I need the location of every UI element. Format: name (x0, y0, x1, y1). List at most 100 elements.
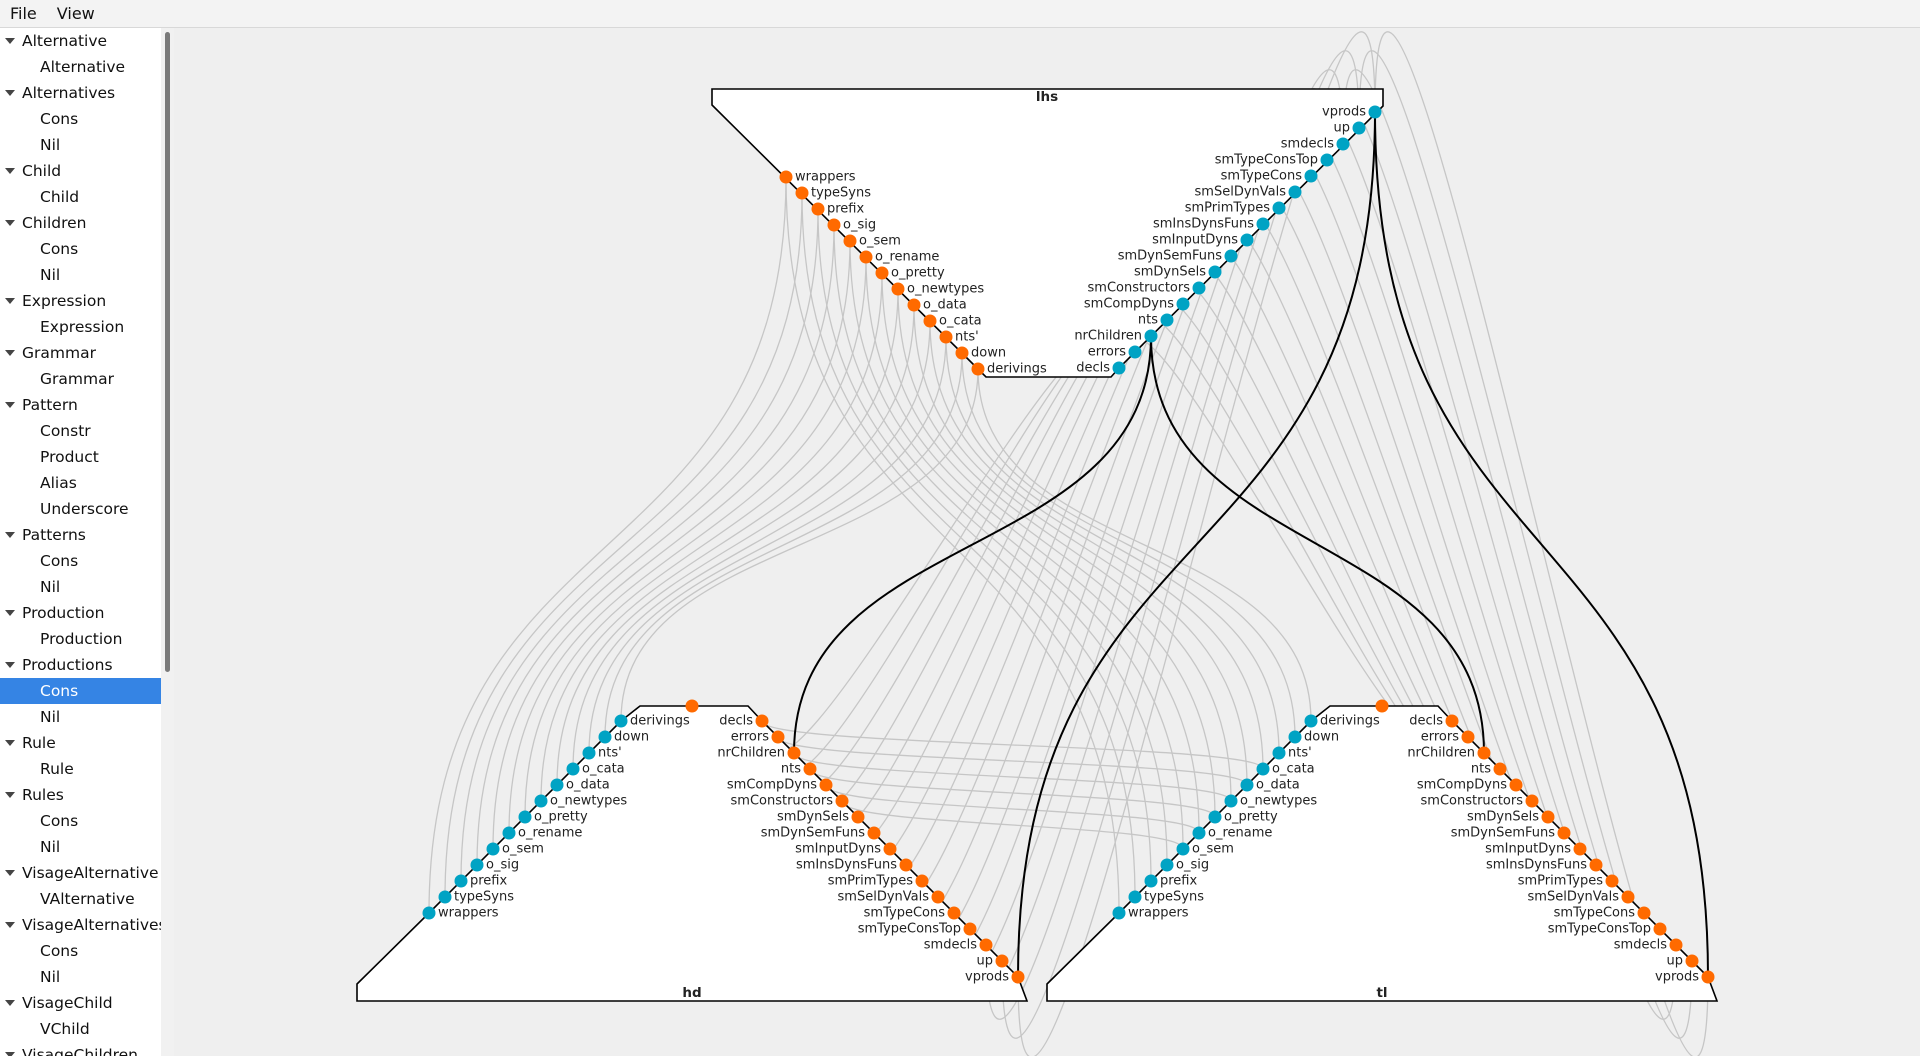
port-hd-smDynSemFuns[interactable] (867, 826, 881, 840)
port-lhs-smSelDynVals[interactable] (1288, 185, 1302, 199)
port-tl-nts'[interactable] (1272, 746, 1286, 760)
port-hd-errors[interactable] (771, 730, 785, 744)
port-lhs-typeSyns[interactable] (795, 186, 809, 200)
dependency-edge[interactable] (929, 320, 1264, 770)
dependency-edge[interactable] (1001, 50, 1360, 1039)
port-lhs-smPrimTypes[interactable] (1272, 201, 1286, 215)
port-tl-o_sem[interactable] (1176, 842, 1190, 856)
dependency-edge[interactable] (524, 272, 883, 818)
dependency-edge[interactable] (897, 288, 1232, 802)
dependency-edge[interactable] (761, 720, 1264, 770)
port-hd-derivings[interactable] (614, 714, 628, 728)
port-tl-o_rename[interactable] (1192, 826, 1206, 840)
port-lhs-wrappers[interactable] (779, 170, 793, 184)
tree-item-production[interactable]: Production (0, 626, 161, 652)
tree-group-alternative[interactable]: Alternative (0, 28, 161, 54)
port-lhs-nts'[interactable] (939, 330, 953, 344)
tree-item-cons[interactable]: Cons (0, 236, 161, 262)
tree-item-vchild[interactable]: VChild (0, 1016, 161, 1042)
tree-item-expression[interactable]: Expression (0, 314, 161, 340)
port-tl-smConstructors[interactable] (1525, 794, 1539, 808)
dependency-edge[interactable] (1342, 69, 1677, 1020)
tree-group-visagealternatives[interactable]: VisageAlternatives (0, 912, 161, 938)
tree-item-cons[interactable]: Cons (0, 548, 161, 574)
port-tl-o_data[interactable] (1240, 778, 1254, 792)
production-tree[interactable]: Alternative Alternative Alternatives Cons Ni… (0, 28, 162, 1056)
tree-item-nil[interactable]: Nil (0, 704, 161, 730)
tree-item-nil[interactable]: Nil (0, 132, 161, 158)
dependency-edge[interactable] (460, 208, 819, 882)
tree-group-production[interactable]: Production (0, 600, 161, 626)
port-lhs-errors[interactable] (1128, 345, 1142, 359)
port-tl-o_pretty[interactable] (1208, 810, 1222, 824)
port-tl-decls[interactable] (1445, 714, 1459, 728)
port-tl-o_cata[interactable] (1256, 762, 1270, 776)
expand-arrow-icon[interactable] (5, 168, 15, 174)
dependency-edge[interactable] (849, 240, 1184, 850)
port-lhs-o_sig[interactable] (827, 218, 841, 232)
port-lhs-smDynSemFuns[interactable] (1224, 249, 1238, 263)
port-tl-smSelDynVals[interactable] (1621, 890, 1635, 904)
tree-group-rule[interactable]: Rule (0, 730, 161, 756)
port-hd-down[interactable] (598, 730, 612, 744)
port-hd-prefix[interactable] (454, 874, 468, 888)
expand-arrow-icon[interactable] (5, 610, 15, 616)
port-tl-smDynSels[interactable] (1541, 810, 1555, 824)
dependency-edge[interactable] (913, 304, 1248, 786)
tree-group-visagealternative[interactable]: VisageAlternative (0, 860, 161, 886)
dependency-edge[interactable] (833, 224, 1168, 866)
port-lhs-derivings[interactable] (971, 362, 985, 376)
dependency-edge[interactable] (604, 352, 963, 738)
tree-item-nil[interactable]: Nil (0, 262, 161, 288)
port-lhs-vprods[interactable] (1368, 105, 1382, 119)
port-lhs-smCompDyns[interactable] (1176, 297, 1190, 311)
tree-scrollbar[interactable] (161, 28, 174, 1056)
dependency-edge[interactable] (476, 224, 835, 866)
tree-item-alternative[interactable]: Alternative (0, 54, 161, 80)
node-hd[interactable] (356, 705, 1029, 1002)
menu-file[interactable]: File (10, 4, 37, 23)
dependency-edge[interactable] (540, 288, 899, 802)
port-hd-o_sem[interactable] (486, 842, 500, 856)
port-tl-down[interactable] (1288, 730, 1302, 744)
port-lhs-o_pretty[interactable] (875, 266, 889, 280)
expand-arrow-icon[interactable] (5, 1052, 15, 1056)
dependency-edge[interactable] (1358, 50, 1693, 1039)
port-tl-smDynSemFuns[interactable] (1557, 826, 1571, 840)
port-tl-o_sig[interactable] (1160, 858, 1174, 872)
tree-item-alias[interactable]: Alias (0, 470, 161, 496)
port-hd-self[interactable] (685, 699, 699, 713)
expand-arrow-icon[interactable] (5, 792, 15, 798)
port-tl-up[interactable] (1685, 954, 1699, 968)
dependency-edge[interactable] (841, 800, 1184, 850)
dependency-edge[interactable] (865, 256, 1200, 834)
dependency-edge[interactable] (945, 336, 1280, 754)
tree-item-nil[interactable]: Nil (0, 574, 161, 600)
port-hd-o_data[interactable] (550, 778, 564, 792)
port-hd-smInputDyns[interactable] (883, 842, 897, 856)
menu-view[interactable]: View (56, 4, 95, 23)
port-tl-derivings[interactable] (1304, 714, 1318, 728)
port-lhs-o_rename[interactable] (859, 250, 873, 264)
tree-item-underscore[interactable]: Underscore (0, 496, 161, 522)
port-lhs-smdecls[interactable] (1336, 137, 1350, 151)
tree-group-visagechild[interactable]: VisageChild (0, 990, 161, 1016)
expand-arrow-icon[interactable] (5, 220, 15, 226)
tree-item-cons[interactable]: Cons (0, 938, 161, 964)
port-lhs-down[interactable] (955, 346, 969, 360)
port-lhs-smTypeConsTop[interactable] (1320, 153, 1334, 167)
port-hd-decls[interactable] (755, 714, 769, 728)
expand-arrow-icon[interactable] (5, 922, 15, 928)
port-tl-errors[interactable] (1461, 730, 1475, 744)
dependency-edge[interactable] (793, 752, 1232, 802)
port-lhs-o_data[interactable] (907, 298, 921, 312)
port-hd-smTypeCons[interactable] (947, 906, 961, 920)
dependency-edge[interactable] (428, 176, 787, 914)
tree-item-cons[interactable]: Cons (0, 808, 161, 834)
tree-group-patterns[interactable]: Patterns (0, 522, 161, 548)
dependency-edge-highlighted[interactable] (1374, 111, 1709, 978)
tree-group-productions[interactable]: Productions (0, 652, 161, 678)
dependency-edge-highlighted[interactable] (793, 335, 1152, 754)
dependency-edge[interactable] (817, 208, 1152, 882)
expand-arrow-icon[interactable] (5, 402, 15, 408)
